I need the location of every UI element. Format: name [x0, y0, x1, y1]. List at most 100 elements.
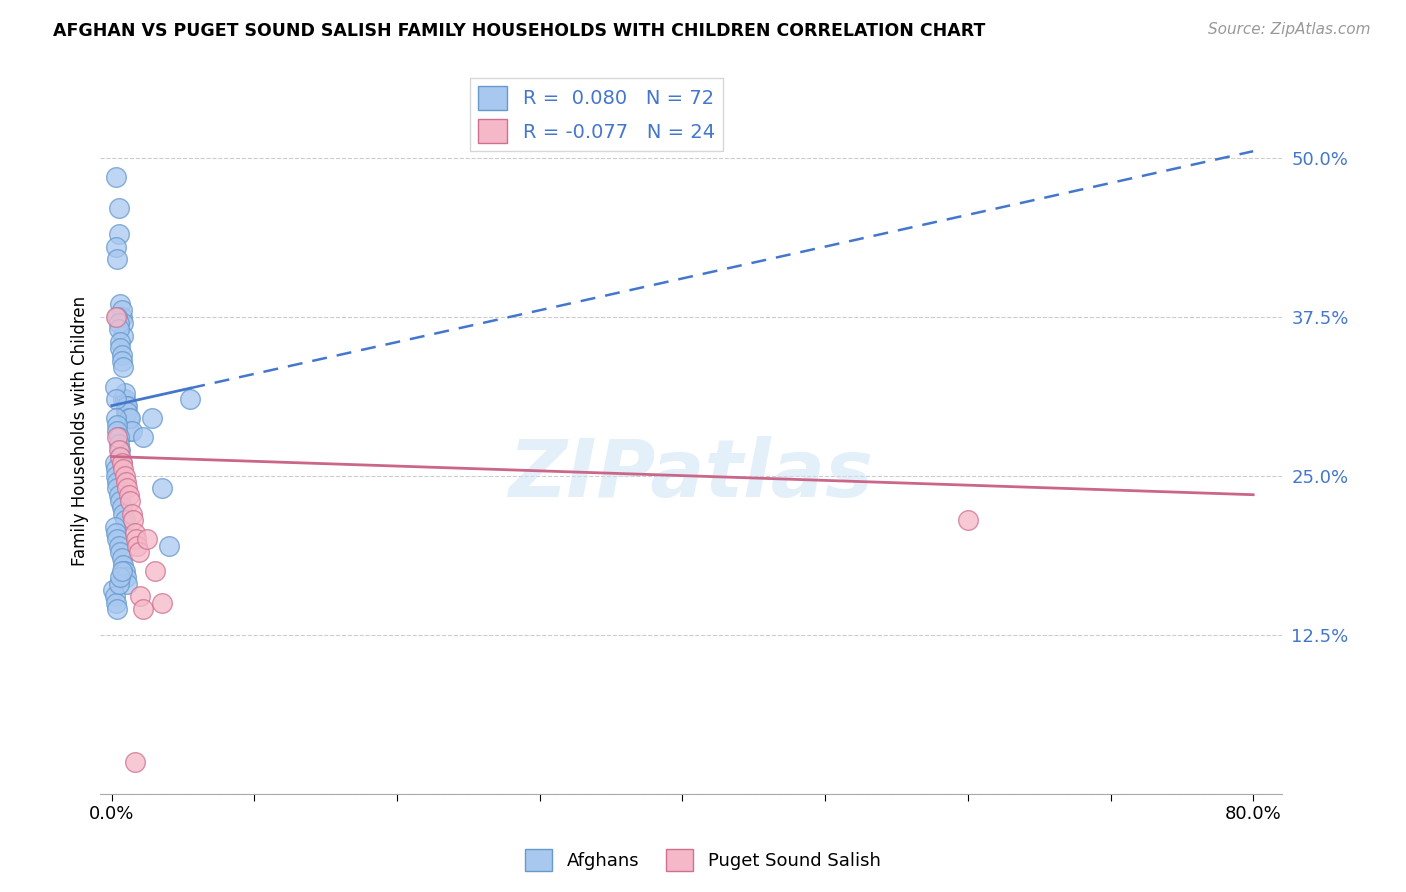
Point: [120, 494, 142, 508]
Text: AFGHAN VS PUGET SOUND SALISH FAMILY HOUSEHOLDS WITH CHILDREN CORRELATION CHART: AFGHAN VS PUGET SOUND SALISH FAMILY HOUS…: [53, 22, 986, 40]
Point: [112, 462, 135, 476]
Point: [127, 539, 149, 553]
Point: [105, 169, 128, 184]
Point: [105, 596, 128, 610]
Point: [114, 468, 136, 483]
Point: [124, 525, 146, 540]
Point: [105, 462, 128, 476]
Point: [128, 545, 150, 559]
Point: [115, 399, 138, 413]
Point: [112, 360, 135, 375]
Point: [150, 596, 173, 610]
Point: [112, 558, 135, 572]
Point: [157, 539, 180, 553]
Point: [117, 576, 139, 591]
Point: [956, 513, 979, 527]
Point: [117, 481, 139, 495]
Point: [111, 456, 134, 470]
Point: [105, 525, 128, 540]
Point: [110, 297, 132, 311]
Point: [108, 316, 131, 330]
Point: [136, 533, 159, 547]
Point: [114, 513, 136, 527]
Point: [107, 310, 129, 324]
Point: [111, 354, 134, 368]
Point: [104, 519, 127, 533]
Point: [111, 303, 134, 318]
Point: [141, 411, 163, 425]
Point: [112, 507, 135, 521]
Point: [105, 468, 128, 483]
Legend: Afghans, Puget Sound Salish: Afghans, Puget Sound Salish: [517, 842, 889, 879]
Point: [150, 481, 173, 495]
Point: [143, 564, 166, 578]
Point: [121, 424, 143, 438]
Point: [117, 399, 139, 413]
Point: [103, 583, 125, 598]
Point: [111, 310, 134, 324]
Point: [108, 430, 131, 444]
Point: [132, 602, 155, 616]
Point: [105, 310, 128, 324]
Point: [108, 202, 131, 216]
Text: Source: ZipAtlas.com: Source: ZipAtlas.com: [1208, 22, 1371, 37]
Point: [111, 348, 134, 362]
Point: [104, 456, 127, 470]
Point: [122, 513, 145, 527]
Point: [105, 411, 128, 425]
Point: [112, 316, 135, 330]
Point: [132, 430, 155, 444]
Point: [110, 443, 132, 458]
Point: [118, 488, 141, 502]
Point: [108, 437, 131, 451]
Point: [115, 405, 138, 419]
Point: [108, 227, 131, 241]
Point: [105, 239, 128, 253]
Point: [115, 399, 138, 413]
Point: [114, 564, 136, 578]
Point: [110, 494, 132, 508]
Point: [111, 456, 134, 470]
Point: [112, 328, 135, 343]
Point: [179, 392, 201, 407]
Point: [124, 755, 146, 769]
Point: [110, 570, 132, 584]
Point: [114, 386, 136, 401]
Point: [125, 533, 148, 547]
Point: [108, 539, 131, 553]
Point: [117, 405, 139, 419]
Point: [115, 570, 138, 584]
Point: [120, 411, 142, 425]
Point: [105, 392, 128, 407]
Point: [104, 379, 127, 393]
Y-axis label: Family Households with Children: Family Households with Children: [72, 296, 89, 566]
Point: [110, 450, 132, 464]
Point: [111, 500, 134, 515]
Point: [115, 475, 138, 489]
Text: ZIPatlas: ZIPatlas: [509, 435, 873, 514]
Point: [107, 602, 129, 616]
Point: [108, 576, 131, 591]
Point: [107, 533, 129, 547]
Point: [108, 322, 131, 336]
Point: [112, 392, 135, 407]
Point: [108, 443, 131, 458]
Point: [107, 252, 129, 267]
Point: [129, 590, 152, 604]
Point: [107, 481, 129, 495]
Point: [111, 564, 134, 578]
Point: [111, 551, 134, 566]
Point: [107, 430, 129, 444]
Point: [110, 334, 132, 349]
Point: [110, 450, 132, 464]
Point: [107, 417, 129, 432]
Legend: R =  0.080   N = 72, R = -0.077   N = 24: R = 0.080 N = 72, R = -0.077 N = 24: [471, 78, 723, 151]
Point: [118, 424, 141, 438]
Point: [104, 590, 127, 604]
Point: [121, 507, 143, 521]
Point: [110, 545, 132, 559]
Point: [107, 475, 129, 489]
Point: [114, 392, 136, 407]
Point: [110, 342, 132, 356]
Point: [108, 488, 131, 502]
